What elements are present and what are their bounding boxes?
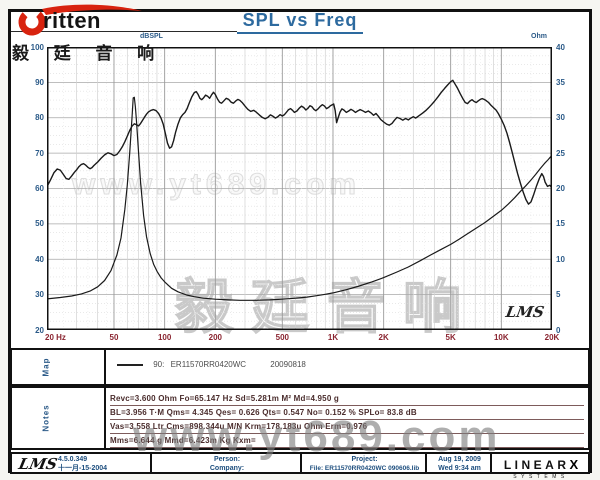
axis-tick: 0	[556, 325, 561, 335]
axis-tick: 20K	[544, 333, 560, 342]
notes-panel-divider	[104, 388, 106, 448]
map-panel-label: Map	[41, 357, 51, 377]
axis-tick: 15	[556, 219, 565, 229]
axis-tick: 20	[35, 325, 44, 335]
axis-tick: 10	[556, 254, 565, 264]
axis-tick: 100	[157, 333, 172, 342]
axis-tick: 40	[556, 42, 565, 52]
footer-project-segment: Project: File: ER11570RR0420WC 090606.li…	[302, 454, 427, 472]
axis-tick: 20 Hz	[45, 333, 66, 342]
axis-tick: 1K	[327, 333, 339, 342]
axis-tick: 25	[556, 148, 565, 158]
axis-tick: 5	[556, 290, 561, 300]
footer-date: Aug 19, 2009	[438, 456, 481, 463]
axis-tick: 500	[275, 333, 289, 342]
header-rule	[11, 31, 237, 32]
note-line-2: BL=3.956 T·M Qms= 4.345 Qes= 0.626 Qts= …	[110, 406, 584, 420]
spl-impedance-plot	[47, 47, 552, 330]
footer-company-label: Company:	[209, 465, 245, 472]
note-line-1: Revc=3.600 Ohm Fo=65.147 Hz Sd=5.281m M²…	[110, 392, 584, 406]
axis-tick: 5K	[445, 333, 456, 342]
footer-bar: LMS 4.5.0.349 十一月-15-2004 Person: Compan…	[10, 452, 590, 480]
axis-tick: 20	[556, 184, 565, 193]
curve-spl	[47, 79, 552, 205]
axis-tick: 100	[30, 42, 44, 52]
axis-tick: 80	[35, 113, 44, 123]
note-line-3: Vas=3.558 Ltr Cms=898.344u M/N Krm=178.1…	[110, 420, 584, 434]
map-panel-divider	[104, 350, 106, 384]
footer-divider-4	[490, 454, 492, 472]
right-axis-unit-label: Ohm	[531, 33, 547, 40]
brand-swoosh-icon	[18, 4, 142, 36]
footer-lms-logo: LMS	[17, 455, 59, 473]
linearx-logo: LINEARX SYSTEMS	[492, 454, 590, 480]
plot-lms-mark: LMS	[504, 303, 546, 321]
footer-datetime-segment: Aug 19, 2009 Wed 9:34 am	[427, 454, 492, 472]
footer-file-label: File: ER11570RR0420WC 090606.lib	[309, 465, 420, 472]
footer-person-label: Person:	[213, 456, 241, 463]
footer-divider-1	[150, 454, 152, 472]
axis-tick: 30	[556, 113, 565, 123]
legend-entry-id: 90:	[153, 360, 165, 369]
map-panel: Map 90: ER11570RR0420WC 20090818	[10, 348, 590, 386]
footer-build-date: 十一月-15-2004	[58, 465, 108, 472]
notes-content: Revc=3.600 Ohm Fo=65.147 Hz Sd=5.281m M²…	[110, 392, 584, 448]
watermark-bottom: www.yt689.com	[133, 412, 501, 461]
legend-entry-date: 20090818	[270, 360, 306, 369]
footer-project-label: Project:	[351, 456, 378, 463]
footer-divider-3	[425, 454, 427, 472]
notes-panel: Notes Revc=3.600 Ohm Fo=65.147 Hz Sd=5.2…	[10, 386, 590, 450]
footer-version-block: 4.5.0.349 十一月-15-2004	[58, 455, 107, 473]
footer-time: Wed 9:34 am	[438, 465, 481, 472]
page-title: SPL vs Freq	[236, 10, 364, 34]
note-line-4: Mms=6.644 g Mmd=6.423m Kg Kxm=	[110, 434, 584, 448]
axis-tick: 30	[35, 290, 44, 300]
curve-impedance	[47, 96, 552, 301]
axis-tick: 2K	[378, 333, 389, 342]
axis-tick: 50	[35, 219, 44, 229]
notes-panel-label: Notes	[41, 404, 51, 432]
legend-line-sample	[117, 363, 143, 366]
left-axis-unit-label: dBSPL	[140, 33, 163, 40]
axis-tick: 50	[109, 333, 119, 342]
brand-name: ritten	[43, 8, 101, 33]
page-title-wrap: SPL vs Freq	[0, 10, 600, 34]
axis-tick: 60	[35, 184, 44, 193]
footer-version: 4.5.0.349	[58, 456, 88, 463]
axis-tick: 40	[35, 254, 44, 264]
footer-divider-2	[300, 454, 302, 472]
brand-name-chinese: 毅 廷 音 响	[12, 44, 165, 63]
linearx-systems-text: SYSTEMS	[513, 474, 569, 480]
axis-tick: 200	[208, 333, 223, 342]
legend-row: 90: ER11570RR0420WC 20090818	[117, 360, 306, 369]
axis-tick: 70	[35, 148, 44, 158]
watermark-mid-chart: www.yt689.com	[71, 167, 361, 201]
brand-logo: ritten 毅 廷 音 响	[12, 1, 162, 63]
linearx-text: LINEAR	[503, 458, 570, 472]
legend-entry-name: ER11570RR0420WC	[170, 360, 247, 369]
axis-tick: 10K	[493, 333, 509, 342]
footer-person-segment: Person: Company:	[152, 454, 302, 472]
linearx-x: X	[569, 457, 579, 472]
axis-tick: 35	[556, 77, 565, 87]
axis-tick: 90	[35, 77, 44, 87]
